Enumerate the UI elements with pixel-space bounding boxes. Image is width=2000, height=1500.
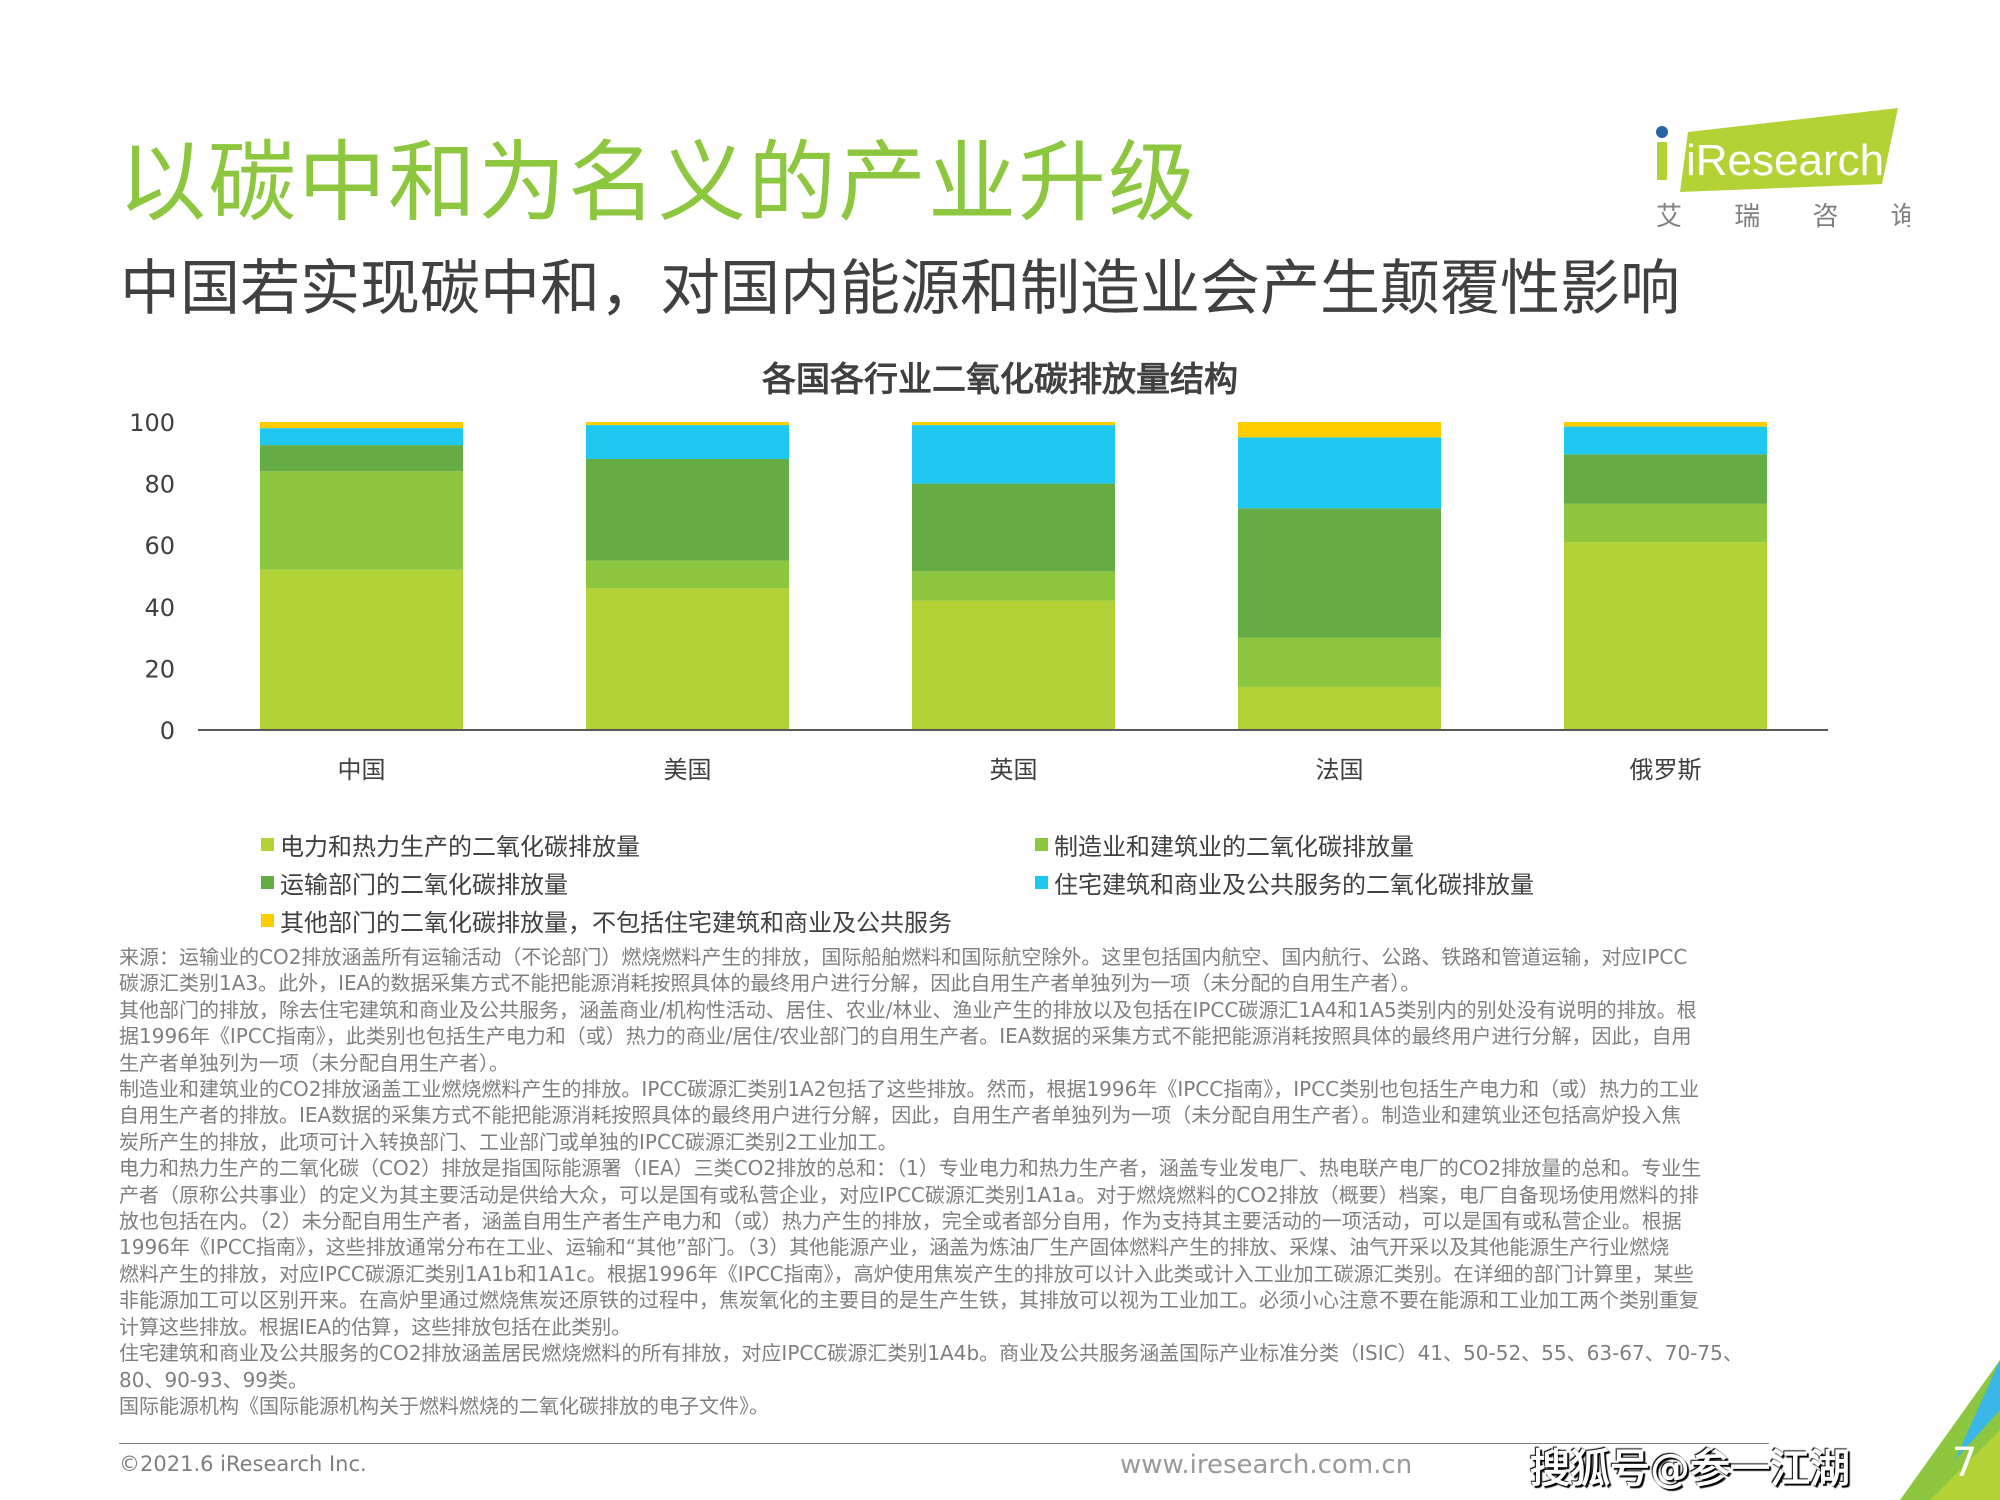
bar-segment-4 <box>912 425 1115 484</box>
legend-item: 运输部门的二氧化碳排放量 <box>261 865 568 900</box>
legend-label: 电力和热力生产的二氧化碳排放量 <box>280 833 640 861</box>
note-line: 产者（原称公共事业）的定义为其主要活动是供给大众，可以是国有或私营企业，对应IP… <box>119 1182 1699 1207</box>
y-tick-label: 80 <box>144 471 175 499</box>
legend-item: 电力和热力生产的二氧化碳排放量 <box>261 827 640 862</box>
bar-segment-2 <box>260 471 463 570</box>
y-tick-label: 60 <box>144 532 175 560</box>
bar-segment-1 <box>586 588 789 730</box>
bar-segment-1 <box>1238 686 1441 730</box>
note-line: 非能源加工可以区别开来。在高炉里通过燃烧焦炭还原铁的过程中，焦炭氧化的主要目的是… <box>119 1288 1699 1313</box>
bar-segment-3 <box>1564 454 1767 504</box>
copyright: ©2021.6 iResearch Inc. <box>119 1452 367 1476</box>
bar-segment-5 <box>1564 422 1767 427</box>
y-tick-label: 100 <box>129 409 175 437</box>
note-line: 计算这些排放。根据IEA的估算，这些排放包括在此类别。 <box>119 1314 632 1339</box>
page-subtitle: 中国若实现碳中和，对国内能源和制造业会产生颠覆性影响 <box>120 254 1680 324</box>
note-line: 生产者单独列为一项（未分配自用生产者）。 <box>119 1050 509 1075</box>
bar-segment-3 <box>586 458 789 561</box>
bar-segment-4 <box>260 428 463 446</box>
x-category-label: 法国 <box>1316 756 1364 784</box>
logo-graphic: iResearch 艾 瑞 咨 询 <box>1656 108 1917 232</box>
legend-item: 制造业和建筑业的二氧化碳排放量 <box>1035 827 1414 862</box>
legend-item: 其他部门的二氧化碳排放量，不包括住宅建筑和商业及公共服务 <box>261 903 952 938</box>
bar-segment-5 <box>912 422 1115 426</box>
source-notes: 来源：运输业的CO2排放涵盖所有运输活动（不论部门）燃烧燃料产生的排放，国际船舶… <box>119 944 1899 1419</box>
watermark: 搜狐号@参一江湖 <box>1530 1446 1850 1492</box>
bar-segment-3 <box>260 445 463 472</box>
y-tick-label: 40 <box>144 594 175 622</box>
corner-decoration <box>1900 1360 2000 1500</box>
bar-segment-2 <box>1564 503 1767 543</box>
website-url: www.iresearch.com.cn <box>1120 1450 1413 1480</box>
logo-brand-text: iResearch <box>1686 136 1884 185</box>
note-line: 制造业和建筑业的CO2排放涵盖工业燃烧燃料产生的排放。IPCC碳源汇类别1A2包… <box>119 1077 1700 1102</box>
y-tick-label: 0 <box>160 717 175 745</box>
chart-title: 各国各行业二氧化碳排放量结构 <box>762 360 1238 400</box>
bar-segment-1 <box>912 600 1115 730</box>
note-line: 燃料产生的排放，对应IPCC碳源汇类别1A1b和1A1c。根据1996年《IPC… <box>119 1261 1694 1286</box>
footer-divider <box>119 1443 1769 1444</box>
legend-label: 其他部门的二氧化碳排放量，不包括住宅建筑和商业及公共服务 <box>280 909 952 937</box>
note-line: 来源：运输业的CO2排放涵盖所有运输活动（不论部门）燃烧燃料产生的排放，国际船舶… <box>119 945 1688 969</box>
bar-segment-5 <box>260 422 463 429</box>
legend-swatch <box>261 914 274 927</box>
note-line: 住宅建筑和商业及公共服务的CO2排放涵盖居民燃烧燃料的所有排放，对应IPCC碳源… <box>119 1341 1743 1366</box>
legend-swatch <box>261 838 274 851</box>
legend-label: 运输部门的二氧化碳排放量 <box>280 871 568 899</box>
iresearch-logo: iResearch 艾 瑞 咨 询 <box>1650 100 1917 232</box>
bar-segment-5 <box>586 422 789 426</box>
bar-segment-4 <box>586 425 789 459</box>
bar-segment-2 <box>586 560 789 589</box>
note-line: 据1996年《IPCC指南》，此类别也包括生产电力和（或）热力的商业/居住/农业… <box>119 1024 1692 1049</box>
note-line: 国际能源机构《国际能源机构关于燃料燃烧的二氧化碳排放的电子文件》。 <box>119 1393 769 1418</box>
stacked-bar-chart: 0 20 40 60 80 100 中国 美国 英国 法国 俄罗斯 <box>129 409 1828 784</box>
legend-swatch <box>1035 876 1048 889</box>
bar-segment-5 <box>1238 422 1441 438</box>
bar-segment-1 <box>1564 542 1767 730</box>
bar-segment-4 <box>1564 426 1767 455</box>
bar-segment-3 <box>912 483 1115 572</box>
note-line: 1996年《IPCC指南》，这些排放通常分布在工业、运输和“其他”部门。（3）其… <box>119 1235 1670 1260</box>
x-category-label: 俄罗斯 <box>1630 756 1702 784</box>
note-line: 自用生产者的排放。IEA数据的采集方式不能把能源消耗按照具体的最终用户进行分解，… <box>119 1103 1682 1128</box>
bar-segment-4 <box>1238 437 1441 509</box>
legend-label: 制造业和建筑业的二氧化碳排放量 <box>1054 833 1414 861</box>
legend-swatch <box>1035 838 1048 851</box>
bar-segment-3 <box>1238 508 1441 638</box>
page-title: 以碳中和为名义的产业升级 <box>118 131 1199 234</box>
note-line: 其他部门的排放，除去住宅建筑和商业及公共服务，涵盖商业/机构性活动、居住、农业/… <box>119 997 1697 1022</box>
note-line: 放也包括在内。（2）未分配自用生产者，涵盖自用生产者生产电力和（或）热力产生的排… <box>119 1209 1682 1234</box>
logo-cn-text: 艾 瑞 咨 询 <box>1656 202 1910 230</box>
bar-segment-1 <box>260 569 463 730</box>
legend-swatch <box>261 876 274 889</box>
y-tick-label: 20 <box>144 655 175 683</box>
note-line: 电力和热力生产的二氧化碳（CO2）排放是指国际能源署（IEA）三类CO2排放的总… <box>119 1156 1702 1181</box>
x-category-label: 美国 <box>664 756 712 784</box>
page-number: 7 <box>1952 1440 1978 1486</box>
x-category-label: 英国 <box>990 756 1038 784</box>
bar-segment-2 <box>912 571 1115 601</box>
bar-segment-2 <box>1238 637 1441 687</box>
legend-label: 住宅建筑和商业及公共服务的二氧化碳排放量 <box>1054 871 1534 899</box>
legend-item: 住宅建筑和商业及公共服务的二氧化碳排放量 <box>1035 865 1534 900</box>
note-line: 80、90-93、99类。 <box>119 1367 309 1392</box>
note-line: 炭所产生的排放，此项可计入转换部门、工业部门或单独的IPCC碳源汇类别2工业加工… <box>119 1129 898 1154</box>
x-category-label: 中国 <box>338 756 386 784</box>
note-line: 碳源汇类别1A3。此外，IEA的数据采集方式不能把能源消耗按照具体的最终用户进行… <box>119 971 1421 996</box>
